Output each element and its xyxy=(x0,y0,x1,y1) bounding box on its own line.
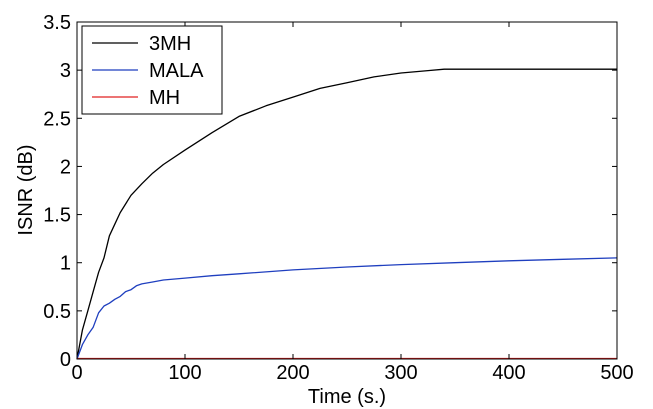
y-tick-label: 1 xyxy=(60,253,71,275)
y-tick-label: 3.5 xyxy=(43,12,71,34)
x-tick-label: 300 xyxy=(384,362,417,384)
x-axis-label: Time (s.) xyxy=(308,386,386,408)
x-tick-label: 500 xyxy=(600,362,633,384)
legend-label-3mh: 3MH xyxy=(149,33,191,55)
y-tick-label: 0.5 xyxy=(43,301,71,323)
y-tick-label: 0 xyxy=(60,349,71,371)
y-tick-label: 3 xyxy=(60,60,71,82)
series-line-mala xyxy=(76,257,618,360)
plot-frame xyxy=(76,21,618,360)
legend-label-mala: MALA xyxy=(149,60,204,82)
y-tick-label: 1.5 xyxy=(43,205,71,227)
y-tick-label: 2.5 xyxy=(43,108,71,130)
x-tick-label: 200 xyxy=(276,362,309,384)
legend-label-mh: MH xyxy=(149,87,180,109)
x-tick-label: 400 xyxy=(492,362,525,384)
series-line-3mh xyxy=(76,68,617,360)
x-tick-label: 0 xyxy=(71,362,82,384)
tick-layer: 0 100 200 300 400 500 0 0.5 1 1.5 2 2.5 3 3.5 xyxy=(43,12,634,384)
y-tick-label: 2 xyxy=(60,156,71,178)
x-tick-label: 100 xyxy=(168,362,201,384)
legend: 3MH MALA MH xyxy=(81,25,223,115)
y-axis-label: ISNR (dB) xyxy=(15,144,37,235)
